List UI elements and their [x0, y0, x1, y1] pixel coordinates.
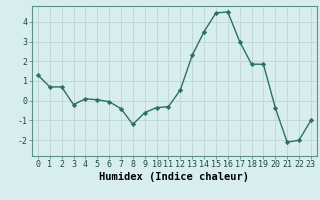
X-axis label: Humidex (Indice chaleur): Humidex (Indice chaleur): [100, 172, 249, 182]
